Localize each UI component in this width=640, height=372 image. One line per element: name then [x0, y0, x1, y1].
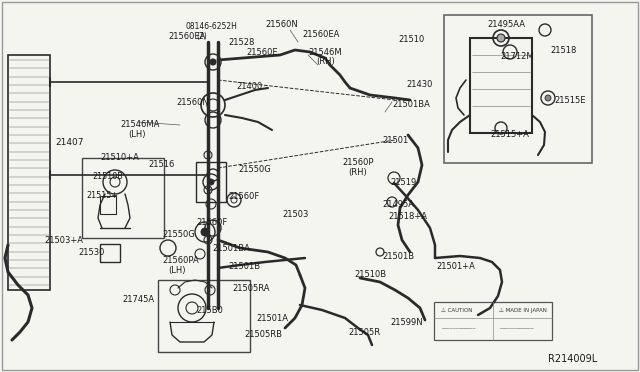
- Bar: [470, 38, 532, 133]
- Text: 21501BA: 21501BA: [392, 100, 430, 109]
- Text: 08146-6252H: 08146-6252H: [186, 22, 238, 31]
- Bar: [82, 158, 164, 238]
- Text: 21519: 21519: [390, 178, 416, 187]
- Text: 21510: 21510: [398, 35, 424, 44]
- Text: 21501+A: 21501+A: [436, 262, 475, 271]
- Text: 21510B: 21510B: [92, 172, 123, 181]
- Text: 21501B: 21501B: [382, 252, 414, 261]
- Text: ────────────: ────────────: [499, 326, 534, 330]
- Text: 21501BA: 21501BA: [212, 244, 250, 253]
- Text: 21495AA: 21495AA: [487, 20, 525, 29]
- Bar: [196, 162, 226, 202]
- Text: 21510+A: 21510+A: [100, 153, 139, 162]
- Text: 21407: 21407: [55, 138, 83, 147]
- Text: 21503+A: 21503+A: [44, 236, 83, 245]
- Circle shape: [545, 95, 551, 101]
- Text: 21530: 21530: [78, 248, 104, 257]
- Text: ⚠ MADE IN JAPAN: ⚠ MADE IN JAPAN: [499, 307, 547, 313]
- Text: 21505RB: 21505RB: [244, 330, 282, 339]
- Text: (LH): (LH): [168, 266, 186, 275]
- Text: 21501B: 21501B: [228, 262, 260, 271]
- Bar: [8, 55, 50, 290]
- Bar: [158, 280, 250, 352]
- Text: 21430: 21430: [406, 80, 433, 89]
- Text: 21560N: 21560N: [265, 20, 298, 29]
- Text: 21516: 21516: [148, 160, 174, 169]
- Text: ⚠ CAUTION: ⚠ CAUTION: [441, 308, 472, 312]
- Bar: [100, 244, 120, 262]
- Text: 21560N: 21560N: [176, 98, 209, 107]
- Text: 21515+A: 21515+A: [490, 130, 529, 139]
- Text: 21712M: 21712M: [500, 52, 534, 61]
- Text: 21495A: 21495A: [382, 200, 414, 209]
- Text: 21560E: 21560E: [246, 48, 278, 57]
- Text: 21501A: 21501A: [256, 314, 288, 323]
- Text: 21518+A: 21518+A: [388, 212, 427, 221]
- Text: 21546MA: 21546MA: [120, 120, 159, 129]
- Text: 21599N: 21599N: [390, 318, 422, 327]
- Text: 21560EA: 21560EA: [168, 32, 205, 41]
- Circle shape: [497, 34, 505, 42]
- Text: 21560F: 21560F: [228, 192, 259, 201]
- Text: 21560P: 21560P: [342, 158, 374, 167]
- Text: 215B0: 215B0: [196, 306, 223, 315]
- Text: 21505R: 21505R: [348, 328, 380, 337]
- Text: 21745A: 21745A: [122, 295, 154, 304]
- Text: 21400: 21400: [236, 82, 262, 91]
- Bar: [100, 196, 116, 214]
- Text: ────────────: ────────────: [441, 326, 476, 330]
- Bar: [434, 302, 552, 340]
- Circle shape: [210, 59, 216, 65]
- Text: 21560EA: 21560EA: [302, 30, 339, 39]
- Text: (2): (2): [196, 32, 207, 41]
- Text: 21515E: 21515E: [554, 96, 586, 105]
- Text: 21560F: 21560F: [196, 218, 227, 227]
- Text: 21515+: 21515+: [86, 191, 118, 200]
- Circle shape: [208, 179, 214, 185]
- Text: (RH): (RH): [348, 168, 367, 177]
- Text: 21560PA: 21560PA: [162, 256, 199, 265]
- Text: 21518: 21518: [550, 46, 577, 55]
- Text: (RH): (RH): [316, 57, 335, 66]
- Text: 21528: 21528: [228, 38, 254, 47]
- Text: 21510B: 21510B: [354, 270, 386, 279]
- Text: 21550G: 21550G: [238, 165, 271, 174]
- Text: 21505RA: 21505RA: [232, 284, 269, 293]
- Text: 21546M: 21546M: [308, 48, 342, 57]
- Bar: [444, 15, 592, 163]
- Text: 21503: 21503: [282, 210, 308, 219]
- Text: 21501: 21501: [382, 136, 408, 145]
- Text: 21550G: 21550G: [162, 230, 195, 239]
- Text: (LH): (LH): [128, 130, 145, 139]
- Text: R214009L: R214009L: [548, 354, 597, 364]
- Circle shape: [201, 228, 209, 236]
